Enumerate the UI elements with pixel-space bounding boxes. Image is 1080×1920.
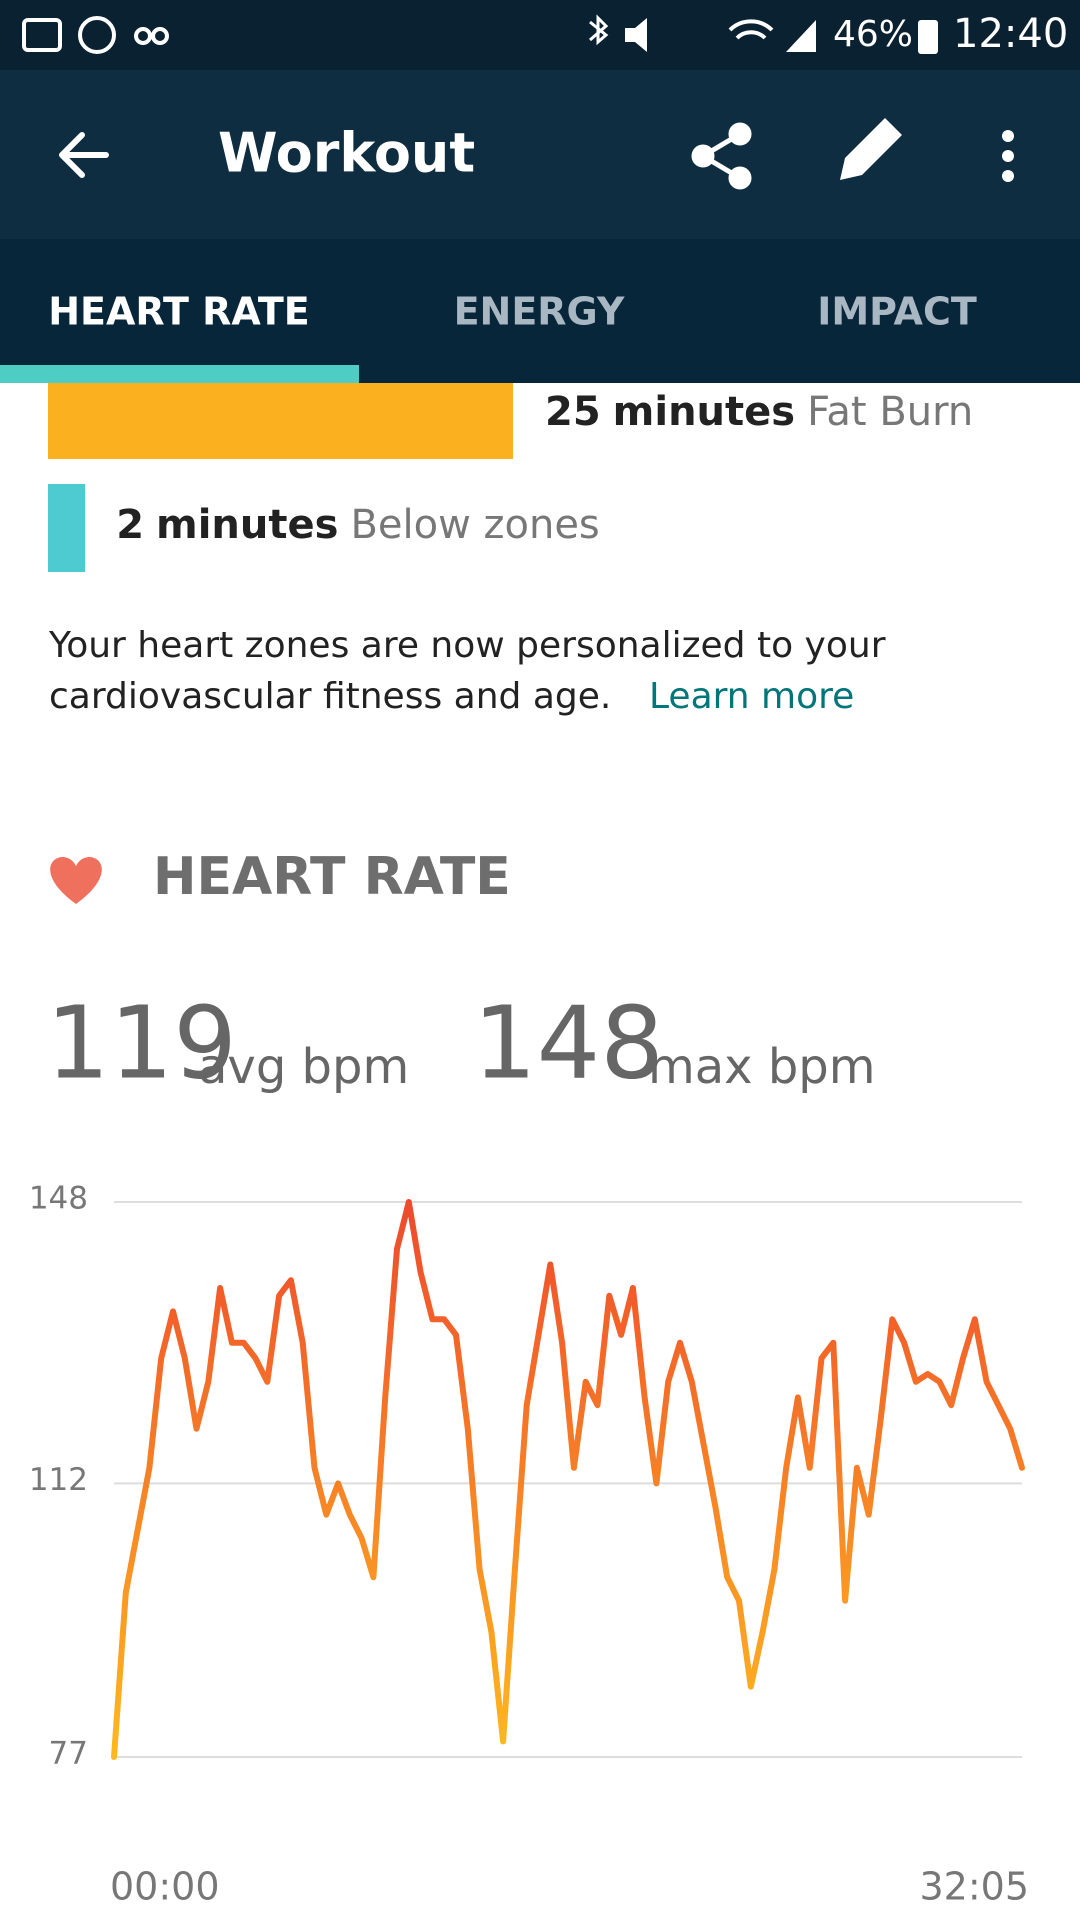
stat-label: max bpm	[648, 1039, 876, 1095]
status-icon	[151, 27, 169, 45]
y-tick-label: 112	[29, 1462, 88, 1498]
heart-rate-line	[111, 1199, 1025, 1760]
back-button[interactable]	[59, 132, 109, 178]
wifi-icon	[728, 19, 774, 40]
x-tick-label: 00:00	[110, 1865, 220, 1909]
zone-minutes: 2	[116, 502, 144, 548]
more-button[interactable]	[1002, 130, 1014, 182]
zone-label: 2 minutes Below zones	[116, 502, 600, 548]
share-button[interactable]	[691, 122, 752, 190]
tab-bar	[0, 239, 1080, 383]
zone-unit: minutes	[613, 389, 795, 435]
x-tick-label: 32:05	[919, 1865, 1029, 1909]
section-title: HEART RATE	[153, 847, 511, 907]
heart-rate-chart: 77 112 148 00:00 32:05	[29, 1181, 1029, 1909]
status-bar	[0, 0, 1080, 70]
info-text: Your heart zones are now personalized to…	[48, 625, 886, 666]
status-icon	[22, 18, 62, 52]
zone-label: 25 minutes Fat Burn	[545, 389, 973, 435]
edit-button[interactable]	[840, 118, 902, 180]
bluetooth-icon	[589, 14, 609, 46]
signal-icon	[786, 20, 816, 52]
stat-label: avg bpm	[198, 1039, 409, 1095]
zone-name: Below zones	[350, 502, 599, 548]
app-bar	[0, 70, 1080, 239]
battery-level: 46%	[833, 14, 913, 55]
tab-indicator	[0, 365, 359, 383]
app-title: Workout	[218, 122, 475, 185]
tab[interactable]: IMPACT	[817, 290, 977, 334]
tab[interactable]: ENERGY	[454, 290, 625, 334]
zone-bar	[48, 383, 513, 459]
stat-value: 119	[46, 984, 237, 1101]
zone-bar	[48, 484, 86, 572]
status-icon	[78, 16, 116, 54]
y-tick-label: 148	[29, 1181, 88, 1217]
info-text: cardiovascular fitness and age.	[49, 676, 611, 717]
zone-unit: minutes	[156, 502, 338, 548]
learn-more-link[interactable]: Learn more	[649, 676, 854, 717]
zone-minutes: 25	[545, 389, 601, 435]
clock: 12:40	[953, 11, 1068, 57]
battery-icon	[918, 20, 938, 54]
zone-name: Fat Burn	[807, 389, 973, 435]
mute-icon	[625, 18, 647, 52]
y-tick-label: 77	[49, 1736, 88, 1772]
status-icon	[134, 27, 152, 45]
tab[interactable]: HEART RATE	[48, 290, 309, 334]
heart-icon	[50, 857, 102, 904]
stat-value: 148	[473, 984, 664, 1101]
